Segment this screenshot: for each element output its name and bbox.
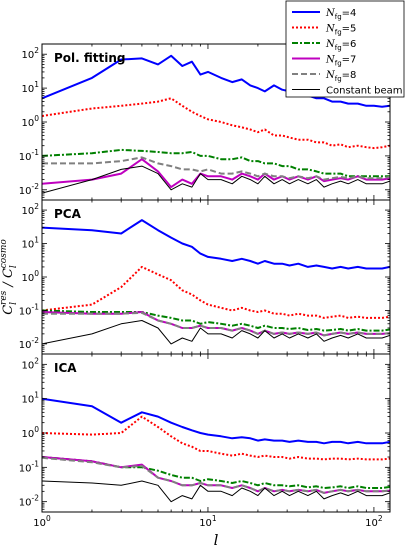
y-tick-label: 102: [21, 46, 39, 61]
series-line-n-fg-4: [42, 397, 390, 445]
series-line-n-fg-8: [42, 456, 390, 494]
x-axis: 100 101 102: [33, 514, 383, 529]
y-tick-label: 10-2: [19, 494, 39, 509]
y-tick-label: 100: [21, 114, 39, 129]
series-line-n-fg-5: [42, 97, 390, 150]
y-tick-label: 10-1: [19, 302, 39, 317]
series-line-constant-beam: [42, 480, 390, 503]
legend-label: Nfg=6: [325, 39, 356, 52]
y-tick-label: 10-1: [19, 148, 39, 163]
plot-frame: [41, 199, 391, 355]
legend-label: Nfg=5: [325, 24, 356, 37]
series-line-n-fg-5: [42, 265, 390, 319]
y-tick-label: 100: [21, 269, 39, 284]
y-tick-label: 101: [21, 236, 39, 251]
panel-label: ICA: [54, 361, 77, 375]
panel-label: PCA: [54, 207, 82, 221]
panel-ica: 10-2 10-1 100 101 102 ICA: [19, 353, 391, 513]
series-group: [42, 54, 390, 194]
y-tick-label: 10-1: [19, 459, 39, 474]
x-axis-label: l: [214, 531, 219, 549]
series-line-n-fg-6: [42, 309, 390, 332]
series-line-n-fg-4: [42, 219, 390, 270]
series-group: [42, 397, 390, 503]
legend-label: Nfg=7: [325, 55, 356, 68]
series-group: [42, 219, 390, 345]
panel-pca: 10-2 10-1 100 101 102 PCA: [19, 199, 391, 355]
legend-label: Nfg=4: [325, 8, 356, 21]
y-tick-label: 101: [21, 391, 39, 406]
series-line-n-fg-6: [42, 148, 390, 178]
x-tick-label: 102: [365, 514, 383, 529]
panel-label: Pol. fitting: [54, 51, 126, 65]
y-axis-label: Clres / Clcosmo: [0, 239, 19, 315]
panel-pol-fitting: 10-2 10-1 100 101 102 Pol. fitting: [19, 43, 391, 201]
y-tick-label: 10-2: [19, 336, 39, 351]
series-line-constant-beam: [42, 165, 390, 194]
y-tick-label: 100: [21, 425, 39, 440]
y-tick-label: 102: [21, 202, 39, 217]
y-tick-label: 102: [21, 356, 39, 371]
y-tick-label: 10-2: [19, 182, 39, 197]
series-line-n-fg-8: [42, 156, 390, 181]
x-tick-label: 101: [199, 514, 217, 529]
series-line-n-fg-4: [42, 54, 390, 108]
series-line-n-fg-7: [42, 311, 390, 337]
legend-label: Constant beam: [326, 86, 403, 97]
legend: Nfg=4 Nfg=5 Nfg=6 Nfg=7 Nfg=8 Constant beam: [285, 0, 405, 98]
panels: 10-2 10-1 100 101 102 Pol. fitting 10-2 10-1 100…: [19, 43, 391, 513]
series-line-constant-beam: [42, 320, 390, 345]
legend-box: [285, 0, 405, 98]
series-line-n-fg-5: [42, 415, 390, 461]
plot-frame: [41, 353, 391, 513]
x-tick-label: 100: [33, 514, 51, 529]
legend-label: Nfg=8: [325, 70, 356, 83]
y-tick-label: 101: [21, 80, 39, 95]
